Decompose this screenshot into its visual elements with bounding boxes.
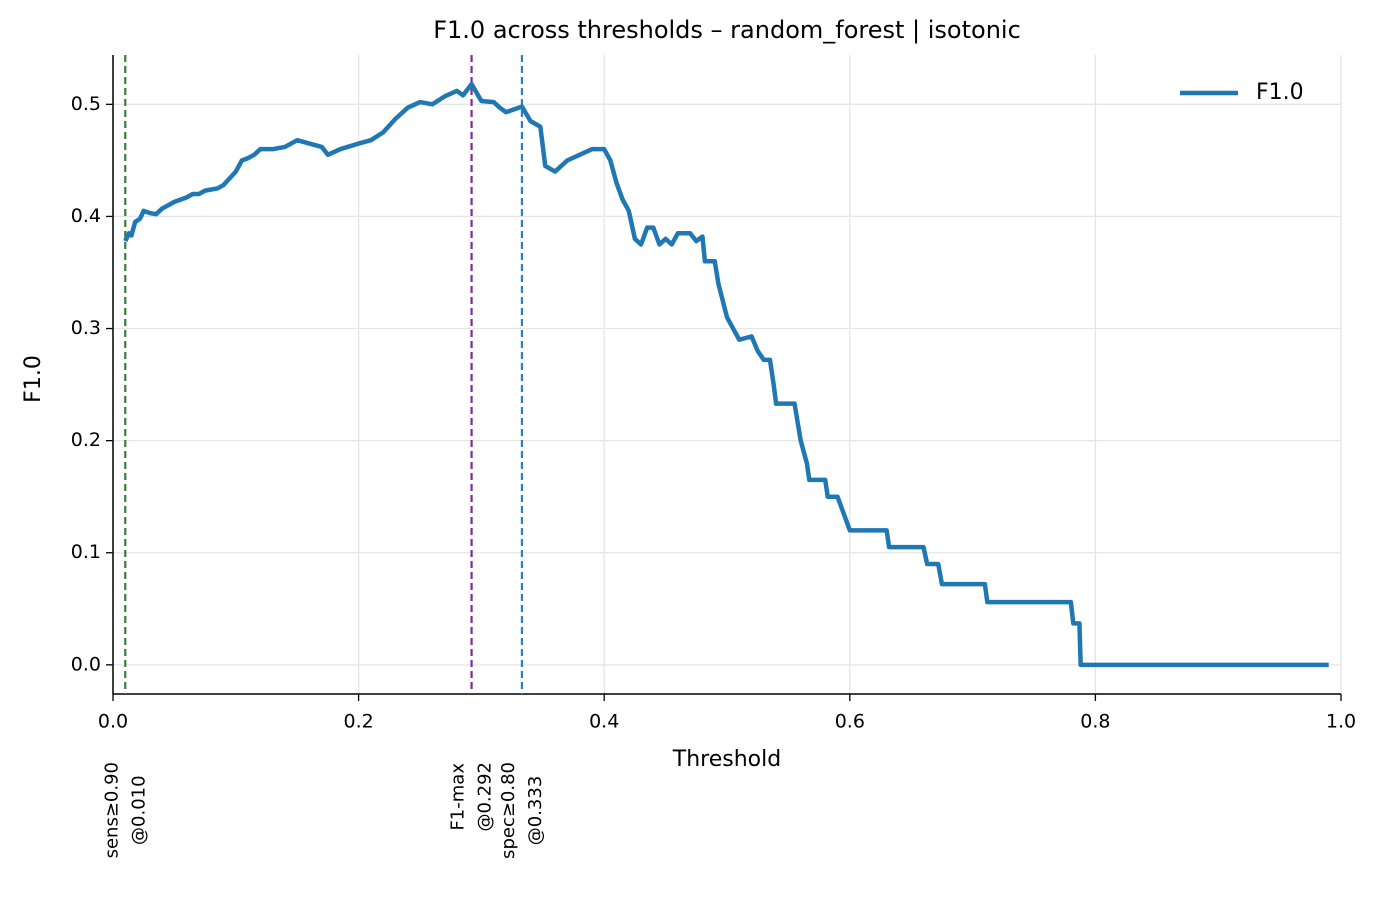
y-tick-label: 0.1: [71, 541, 101, 563]
marker-label: sens≥0.90: [101, 762, 122, 858]
data-line: [123, 81, 1329, 668]
y-tick-label: 0.4: [71, 205, 101, 227]
marker-label: spec≥0.80: [498, 762, 519, 859]
x-tick-label: 0.0: [98, 711, 128, 733]
y-axis-label: F1.0: [21, 355, 46, 403]
x-tick-label: 0.4: [589, 711, 619, 733]
marker-label: F1-max: [448, 763, 469, 831]
marker-label: @0.333: [525, 776, 546, 846]
y-tick-label: 0.0: [71, 653, 101, 675]
marker-label: @0.292: [475, 762, 496, 832]
x-tick-label: 0.2: [343, 711, 373, 733]
y-tick-label: 0.3: [71, 317, 101, 339]
y-tick-label: 0.5: [71, 93, 101, 115]
x-tick-label: 0.6: [835, 711, 865, 733]
y-tick-label: 0.2: [71, 429, 101, 451]
x-tick-label: 0.8: [1080, 711, 1110, 733]
marker-label: @0.010: [128, 775, 149, 845]
legend-label: F1.0: [1256, 80, 1304, 105]
x-axis-label: Threshold: [672, 747, 781, 772]
x-tick-label: 1.0: [1326, 711, 1356, 733]
chart-title: F1.0 across thresholds – random_forest |…: [433, 16, 1021, 44]
